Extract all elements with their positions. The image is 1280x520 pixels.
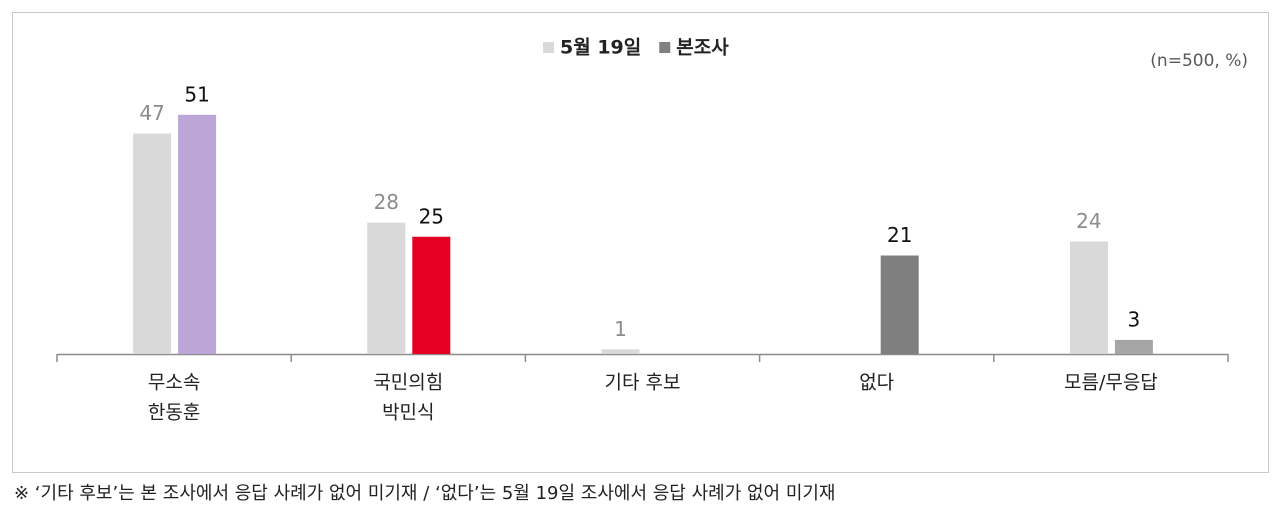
legend-label: 5월 19일 <box>560 37 641 59</box>
x-tick-label: 모름/무응답 <box>1064 372 1158 394</box>
value-label: 47 <box>139 101 164 125</box>
value-label: 51 <box>184 82 209 106</box>
value-label: 24 <box>1076 209 1101 233</box>
bar <box>133 133 172 354</box>
x-tick-label: 기타 후보 <box>605 372 681 394</box>
unit-note: (n=500, %) <box>1150 51 1248 71</box>
x-tick-label: 한동훈 <box>148 402 200 424</box>
value-label: 1 <box>614 317 627 341</box>
x-tick-label: 없다 <box>859 372 894 394</box>
footnote: ※ ‘기타 후보’는 본 조사에서 응답 사례가 없어 미기재 / ‘없다’는 … <box>14 483 836 504</box>
legend-swatch <box>543 42 554 53</box>
value-label: 28 <box>374 190 399 214</box>
x-tick-label: 박민식 <box>382 402 434 424</box>
chart-frame <box>12 12 1269 473</box>
value-label: 3 <box>1128 307 1141 331</box>
bar <box>178 114 217 354</box>
legend-label: 본조사 <box>676 37 729 59</box>
legend-swatch <box>659 42 671 53</box>
x-tick-label: 무소속 <box>148 372 200 394</box>
bar <box>1069 241 1108 354</box>
bar <box>367 222 406 354</box>
value-label: 25 <box>419 204 444 228</box>
bar <box>1114 339 1153 354</box>
bar <box>412 236 451 354</box>
value-label: 21 <box>887 223 912 247</box>
x-tick-label: 국민의힘 <box>373 372 443 394</box>
bar <box>880 255 919 354</box>
bar <box>601 349 640 354</box>
